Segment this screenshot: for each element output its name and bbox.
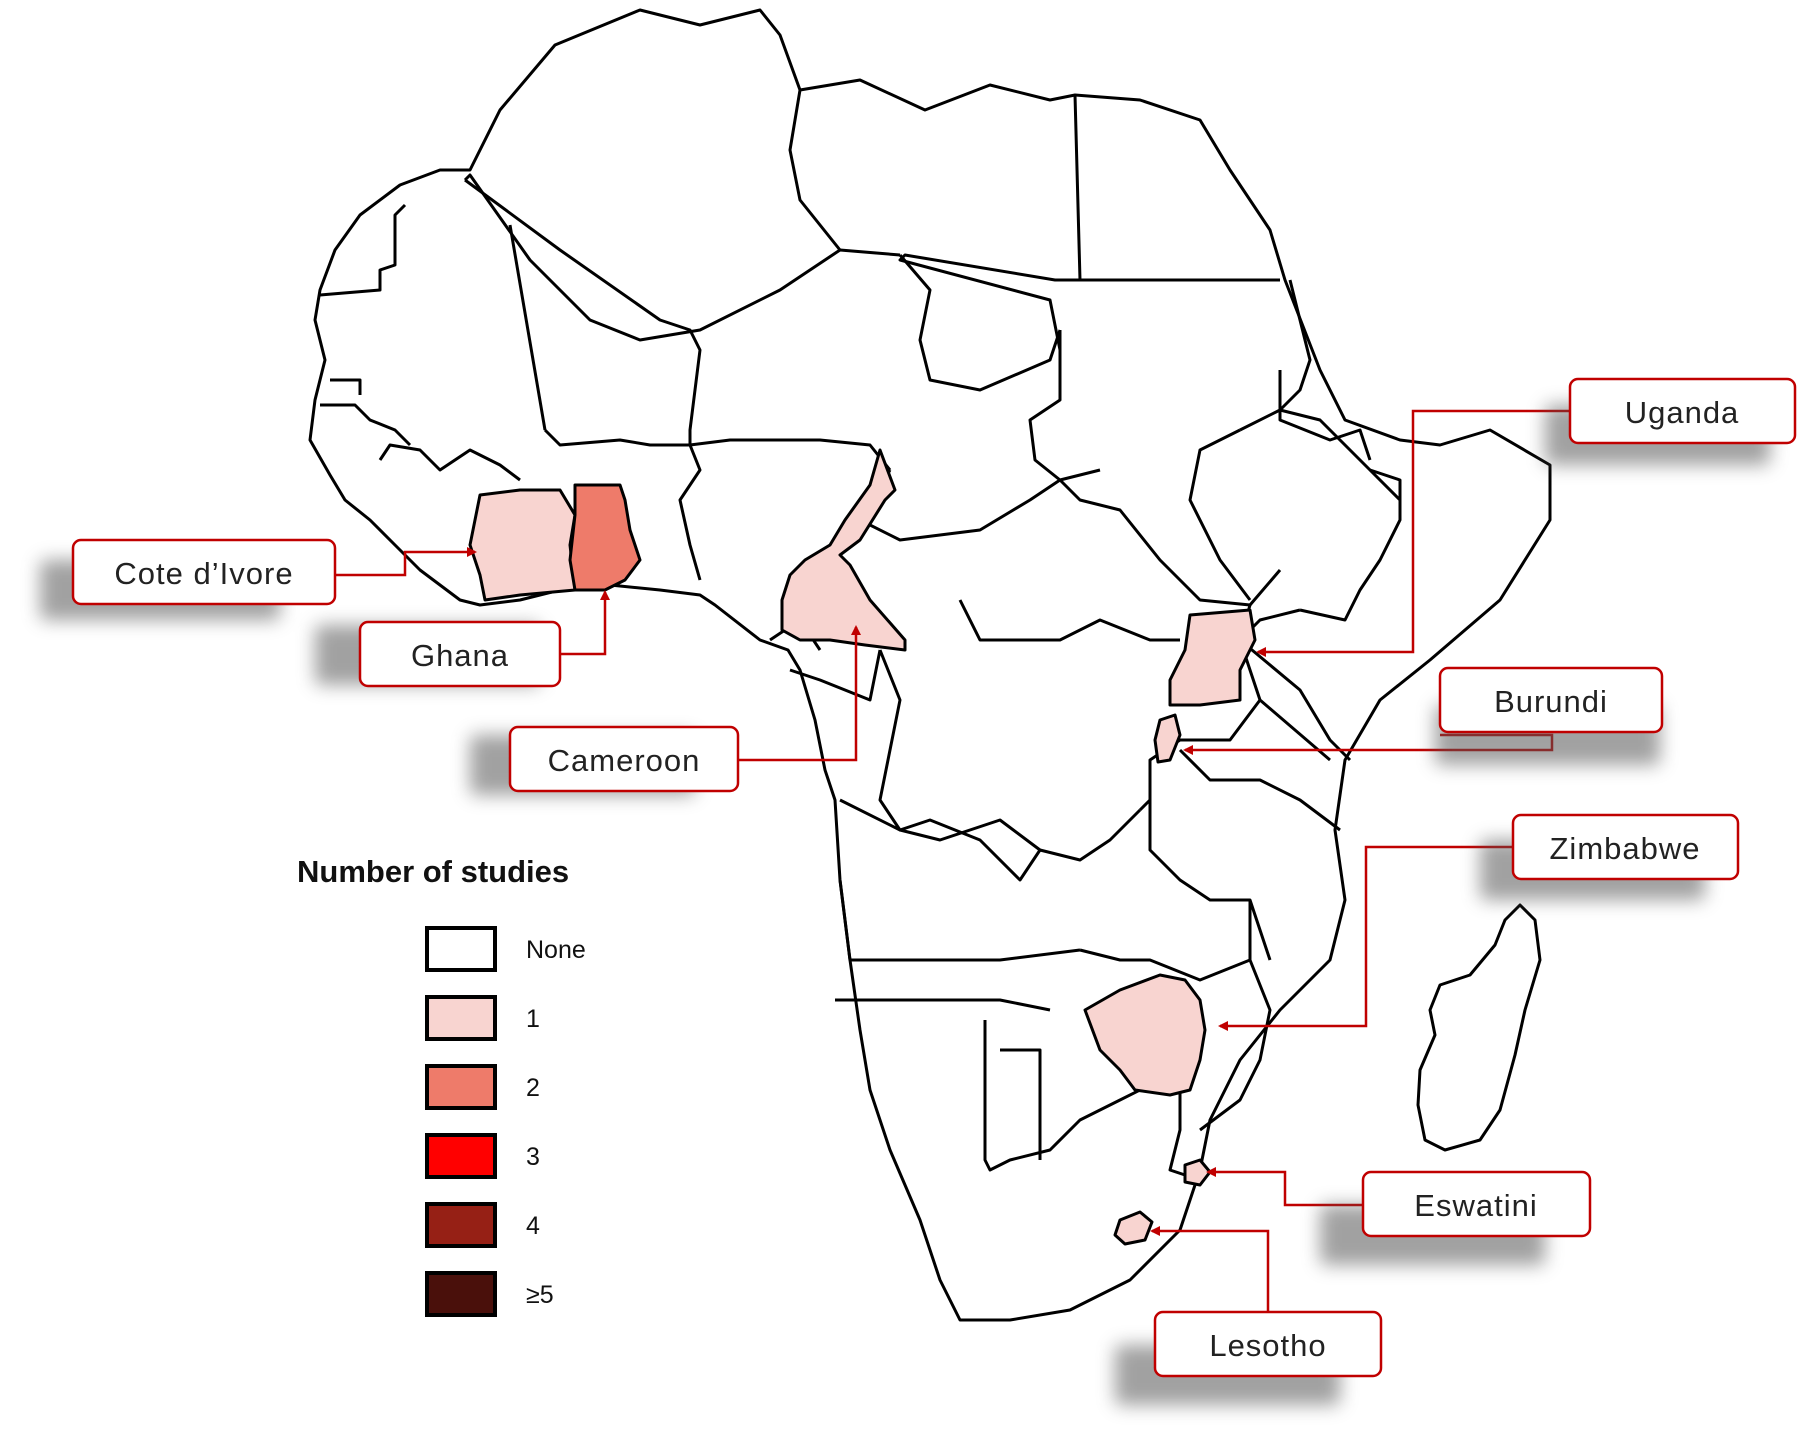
country-borders <box>319 89 1402 1182</box>
burundi-shape <box>1153 713 1182 764</box>
callout-label: Cameroon <box>548 743 701 778</box>
legend-swatch <box>425 1202 497 1248</box>
callout-burundi: Burundi <box>1438 666 1664 734</box>
legend-label: ≥5 <box>526 1281 554 1309</box>
legend-label: 4 <box>526 1212 540 1240</box>
callout-label: Lesotho <box>1209 1328 1326 1363</box>
callout-label: Cote d’Ivore <box>114 556 293 591</box>
callout-label: Zimbabwe <box>1550 831 1701 866</box>
callout-label: Eswatini <box>1414 1188 1537 1223</box>
callout-uganda: Uganda <box>1568 377 1797 445</box>
callout-zimbabwe: Zimbabwe <box>1511 813 1740 881</box>
callout-label: Uganda <box>1625 395 1740 430</box>
zimbabwe-shape <box>1083 973 1207 1097</box>
legend-title: Number of studies <box>297 854 569 889</box>
madagascar <box>1416 903 1542 1152</box>
legend-label: 3 <box>526 1143 540 1171</box>
legend-label: 1 <box>526 1005 540 1033</box>
legend: Number of studies None 1 2 3 4 ≥5 <box>297 854 586 1317</box>
callout-cote-divoire: Cote d’Ivore <box>71 538 337 606</box>
callout-cameroon: Cameroon <box>508 725 740 793</box>
callout-ghana: Ghana <box>358 620 562 688</box>
legend-swatch <box>425 1271 497 1317</box>
legend-swatch <box>425 995 497 1041</box>
legend-items: None 1 2 3 4 ≥5 <box>425 926 586 1317</box>
callout-lesotho: Lesotho <box>1153 1310 1383 1378</box>
lesotho-shape <box>1113 1210 1154 1246</box>
cameroon-shape <box>780 448 907 652</box>
legend-label: None <box>526 936 586 964</box>
eswatini-shape <box>1183 1158 1212 1187</box>
callout-eswatini: Eswatini <box>1361 1170 1592 1238</box>
legend-swatch <box>425 926 497 972</box>
africa-outline <box>308 8 1552 1322</box>
legend-swatch <box>425 1064 497 1110</box>
legend-swatch <box>425 1133 497 1179</box>
ghana-shape <box>568 483 642 592</box>
callout-label: Burundi <box>1494 684 1608 719</box>
legend-label: 2 <box>526 1074 540 1102</box>
cote-divoire-shape <box>468 488 577 602</box>
uganda-shape <box>1168 608 1257 707</box>
callout-label: Ghana <box>411 638 509 673</box>
